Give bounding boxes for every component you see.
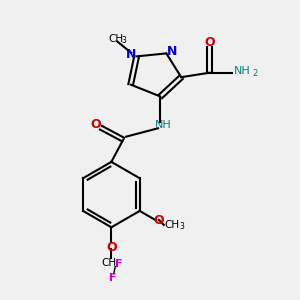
- Text: NH: NH: [154, 120, 171, 130]
- Text: F: F: [109, 273, 117, 283]
- Text: CH: CH: [101, 258, 116, 268]
- Text: CH: CH: [165, 220, 180, 230]
- Text: O: O: [154, 214, 164, 227]
- Text: 3: 3: [180, 222, 185, 231]
- Text: N: N: [167, 44, 177, 58]
- Text: NH: NH: [234, 66, 250, 76]
- Text: O: O: [90, 118, 101, 130]
- Text: O: O: [204, 36, 215, 49]
- Text: F: F: [115, 259, 122, 269]
- Text: 3: 3: [122, 36, 127, 45]
- Text: O: O: [106, 241, 117, 254]
- Text: CH: CH: [108, 34, 123, 44]
- Text: 2: 2: [252, 69, 257, 78]
- Text: N: N: [126, 48, 136, 62]
